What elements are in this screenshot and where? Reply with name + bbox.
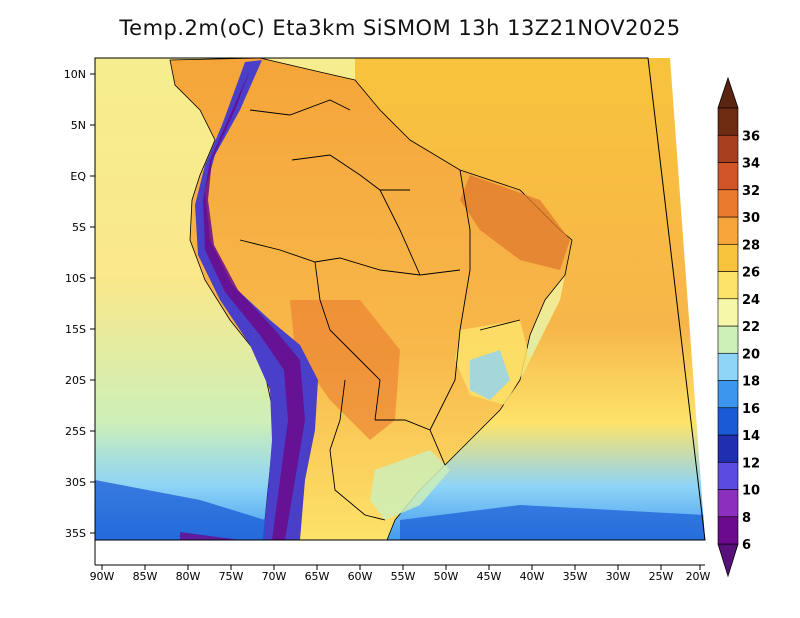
southeast-cool-patch xyxy=(470,350,510,400)
lon-label-60w: 60W xyxy=(348,570,373,583)
colorbar-swatch xyxy=(717,489,739,518)
colorbar-swatch xyxy=(717,516,739,545)
lat-axis: 10N 5N EQ 5S 10S 15S 20S 25S 30S 35S xyxy=(64,68,95,540)
lon-label-35w: 35W xyxy=(563,570,588,583)
lon-label-20w: 20W xyxy=(686,570,711,583)
colorbar-label: 22 xyxy=(742,320,760,335)
country-borders xyxy=(239,99,521,521)
south-atlantic-cold xyxy=(400,505,705,540)
colorbar-swatch xyxy=(717,434,739,463)
colorbar-label: 28 xyxy=(742,238,760,253)
south-cool-zone xyxy=(370,450,450,520)
lon-label-55w: 55W xyxy=(391,570,416,583)
lon-label-70w: 70W xyxy=(262,570,287,583)
lon-label-30w: 30W xyxy=(606,570,631,583)
colorbar-swatch xyxy=(717,380,739,409)
colorbar-label: 14 xyxy=(742,429,760,444)
colorbar-label: 12 xyxy=(742,456,760,471)
lat-label-30s: 30S xyxy=(65,476,86,489)
lon-label-45w: 45W xyxy=(477,570,502,583)
lon-label-25w: 25W xyxy=(649,570,674,583)
colorbar-label: 36 xyxy=(742,129,760,144)
lon-axis: 90W 85W 80W 75W 70W 65W 60W 55W 50W 45W … xyxy=(90,565,711,583)
map-field xyxy=(95,58,705,540)
colorbar-label: 30 xyxy=(742,211,760,226)
atlantic-field xyxy=(355,58,705,540)
northeast-hot-zone xyxy=(460,175,570,270)
colorbar-label: 32 xyxy=(742,184,760,199)
lat-label-5s: 5S xyxy=(72,221,86,234)
lat-label-15s: 15S xyxy=(65,323,86,336)
lat-label-35s: 35S xyxy=(65,527,86,540)
colorbar-swatch xyxy=(717,107,739,136)
lon-label-85w: 85W xyxy=(133,570,158,583)
lat-label-5n: 5N xyxy=(71,119,86,132)
colorbar-label: 34 xyxy=(742,157,760,172)
lat-label-20s: 20S xyxy=(65,374,86,387)
lon-label-80w: 80W xyxy=(176,570,201,583)
colorbar-swatch xyxy=(717,461,739,490)
lat-label-eq: EQ xyxy=(70,170,86,183)
colorbar-high-arrow xyxy=(717,76,739,109)
lon-label-40w: 40W xyxy=(520,570,545,583)
lat-label-10n: 10N xyxy=(64,68,86,81)
colorbar-label: 24 xyxy=(742,293,760,308)
colorbar-swatch xyxy=(717,243,739,272)
south-pacific-cold xyxy=(95,480,265,540)
lon-label-90w: 90W xyxy=(90,570,115,583)
colorbar-label: 10 xyxy=(742,484,760,499)
colorbar-label: 18 xyxy=(742,375,760,390)
colorbar-swatch xyxy=(717,298,739,327)
colorbar-label: 20 xyxy=(742,347,760,362)
colorbar-swatch xyxy=(717,134,739,163)
colorbar-swatch xyxy=(717,407,739,436)
colorbar-low-arrow xyxy=(717,543,739,578)
lon-label-75w: 75W xyxy=(219,570,244,583)
lat-label-25s: 25S xyxy=(65,425,86,438)
colorbar-swatch xyxy=(717,162,739,191)
lat-label-10s: 10S xyxy=(65,272,86,285)
colorbar-swatch xyxy=(717,271,739,300)
lon-label-50w: 50W xyxy=(434,570,459,583)
colorbar-swatch xyxy=(717,325,739,354)
lon-label-65w: 65W xyxy=(305,570,330,583)
colorbar-label: 26 xyxy=(742,266,760,281)
central-warm-zone xyxy=(290,300,400,440)
colorbar-swatch xyxy=(717,216,739,245)
colorbar-label: 6 xyxy=(742,538,751,553)
colorbar-label: 16 xyxy=(742,402,760,417)
map-title: Temp.2m(oC) Eta3km SiSMOM 13h 13Z21NOV20… xyxy=(119,16,681,40)
colorbar-label: 8 xyxy=(742,511,751,526)
colorbar: 6 8 10 12 14 16 18 20 22 24 26 28 30 32 34 36 xyxy=(717,76,760,578)
andes-cold-band xyxy=(195,60,318,540)
colorbar-swatch xyxy=(717,189,739,218)
colorbar-swatch xyxy=(717,352,739,381)
